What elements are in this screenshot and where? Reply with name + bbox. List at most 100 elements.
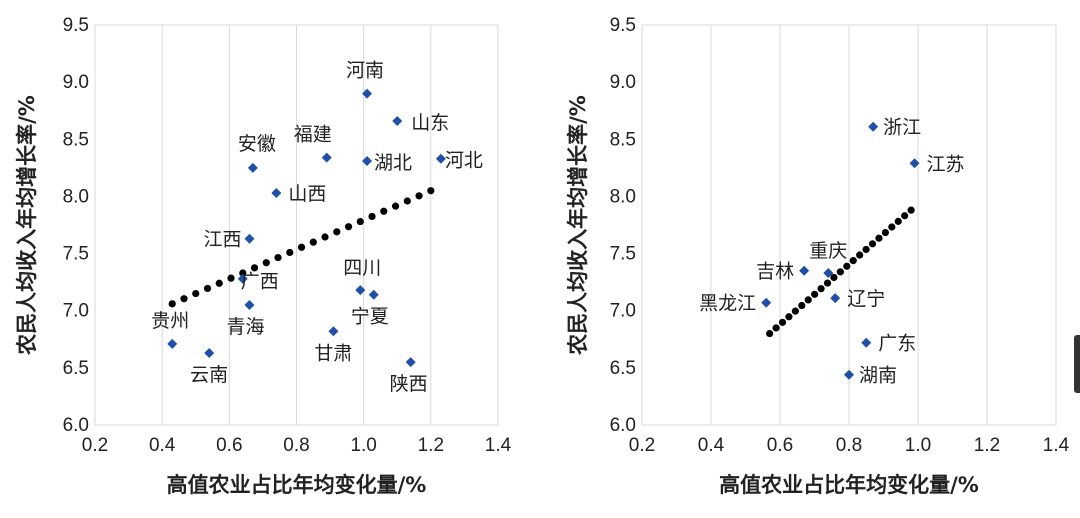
trendline-dot: [798, 301, 806, 310]
trendline-dot: [427, 187, 435, 195]
x-tick-label: 0.4: [149, 435, 176, 456]
trendline-dot: [849, 257, 857, 265]
data-point: [909, 158, 920, 169]
data-point: [868, 121, 879, 132]
trendline-dot: [344, 223, 353, 231]
data-point: [244, 300, 255, 310]
data-label: 广西: [241, 271, 279, 293]
x-axis-title: 高值农业占比年均变化量/%: [719, 473, 979, 497]
data-point: [799, 265, 810, 276]
trendline-dot: [239, 269, 247, 277]
y-tick-label: 9.5: [63, 15, 89, 36]
y-tick-label: 6.5: [610, 358, 636, 379]
trendline-dot: [203, 284, 212, 293]
data-point: [167, 338, 178, 349]
trendline-dot: [297, 243, 306, 251]
trendline-dot: [862, 245, 870, 254]
chart-panel-1: 0.2 0.4 0.6 0.8 1.0 1.2 1.4 6.0 6.5 7.0 7.5 8.0 8.5 9…: [15, 15, 512, 497]
trendline-dot: [262, 259, 270, 267]
x-tick-label: 1.0: [905, 435, 931, 456]
y-tick-label: 6.0: [63, 415, 89, 436]
trendline-dot: [321, 233, 329, 241]
y-tick-label: 7.0: [610, 301, 636, 322]
data-label: 山西: [288, 183, 326, 205]
trendline-dot: [180, 295, 188, 303]
x-tick-label: 0.8: [836, 435, 862, 456]
data-label: 云南: [190, 364, 228, 386]
trendline-dot: [830, 273, 838, 282]
trendline-dot: [894, 217, 902, 225]
data-label: 湖北: [374, 152, 412, 174]
data-point: [392, 116, 403, 126]
trendline-dot: [415, 192, 423, 200]
trendline-dot: [766, 329, 774, 338]
y-tick-label: 8.0: [63, 186, 89, 207]
trendline-dot: [168, 300, 176, 308]
trendline-dot: [804, 296, 812, 304]
trendline-dot: [868, 240, 877, 248]
data-point: [271, 188, 282, 198]
trendline-dot: [286, 248, 294, 257]
trendline-dot: [785, 313, 793, 321]
y-tick-label: 9.0: [63, 72, 89, 93]
data-point: [328, 326, 339, 337]
trendline-dot: [772, 324, 780, 332]
data-label: 重庆: [809, 240, 847, 262]
trendline-dot: [380, 207, 388, 215]
trendline-dot: [333, 228, 341, 236]
trendline-dot: [881, 228, 889, 237]
y-axis-title: 农民人均收入年均增长率/%: [566, 95, 590, 356]
data-point: [823, 268, 834, 278]
y-tick-label: 6.0: [610, 415, 636, 436]
trendline-dot: [817, 285, 825, 293]
data-label: 宁夏: [351, 306, 389, 328]
data-point: [435, 153, 446, 164]
data-label: 浙江: [883, 117, 921, 139]
data-label: 吉林: [756, 261, 794, 283]
x-tick-label: 0.8: [283, 435, 309, 456]
x-tick-label: 0.6: [216, 435, 242, 456]
chart-panel-2: 0.2 0.4 0.6 0.8 1.0 1.2 1.4 6.0 6.5 7.0 7.5 8.0 8.5 9…: [566, 15, 1070, 497]
trendline-dot: [791, 307, 799, 315]
data-point: [362, 156, 373, 166]
data-label: 广东: [878, 333, 916, 355]
trendline-dot: [901, 212, 909, 220]
trendline-dot: [309, 238, 317, 246]
x-tick-label: 1.2: [974, 435, 1000, 456]
trendline-dot: [356, 217, 364, 226]
trendline-dot: [836, 268, 844, 276]
y-tick-label: 7.5: [610, 244, 636, 265]
x-tick-label: 0.6: [767, 435, 793, 456]
x-tick-label: 1.4: [485, 435, 512, 456]
trendline-dot: [368, 212, 376, 221]
x-tick-label: 0.2: [629, 435, 655, 456]
trendline-dot: [403, 197, 411, 205]
data-point: [204, 348, 215, 358]
data-label: 陕西: [390, 373, 428, 395]
data-label: 河北: [445, 150, 483, 172]
trendline-dot: [811, 290, 819, 298]
data-label: 福建: [294, 124, 332, 146]
x-tick-label: 1.4: [1043, 435, 1070, 456]
x-tick-label: 1.0: [350, 435, 376, 456]
y-axis-title: 农民人均收入年均增长率/%: [15, 95, 39, 356]
x-tick-label: 1.2: [418, 435, 444, 456]
data-point: [830, 293, 841, 304]
data-label: 山东: [411, 112, 449, 134]
data-label: 河南: [346, 60, 384, 82]
data-label: 贵州: [151, 310, 189, 332]
trendline-dot: [274, 253, 282, 262]
x-tick-label: 0.4: [698, 435, 725, 456]
edge-scroll-handle[interactable]: [1074, 335, 1080, 393]
trendline-dot: [843, 262, 851, 270]
data-point: [362, 88, 373, 99]
trendline-dot: [250, 264, 259, 272]
y-tick-label: 8.0: [610, 186, 636, 207]
y-tick-label: 9.0: [610, 72, 636, 93]
data-point: [247, 162, 258, 173]
data-point: [405, 357, 416, 368]
data-point: [321, 152, 332, 163]
data-point: [861, 337, 872, 348]
y-tick-label: 6.5: [63, 358, 89, 379]
